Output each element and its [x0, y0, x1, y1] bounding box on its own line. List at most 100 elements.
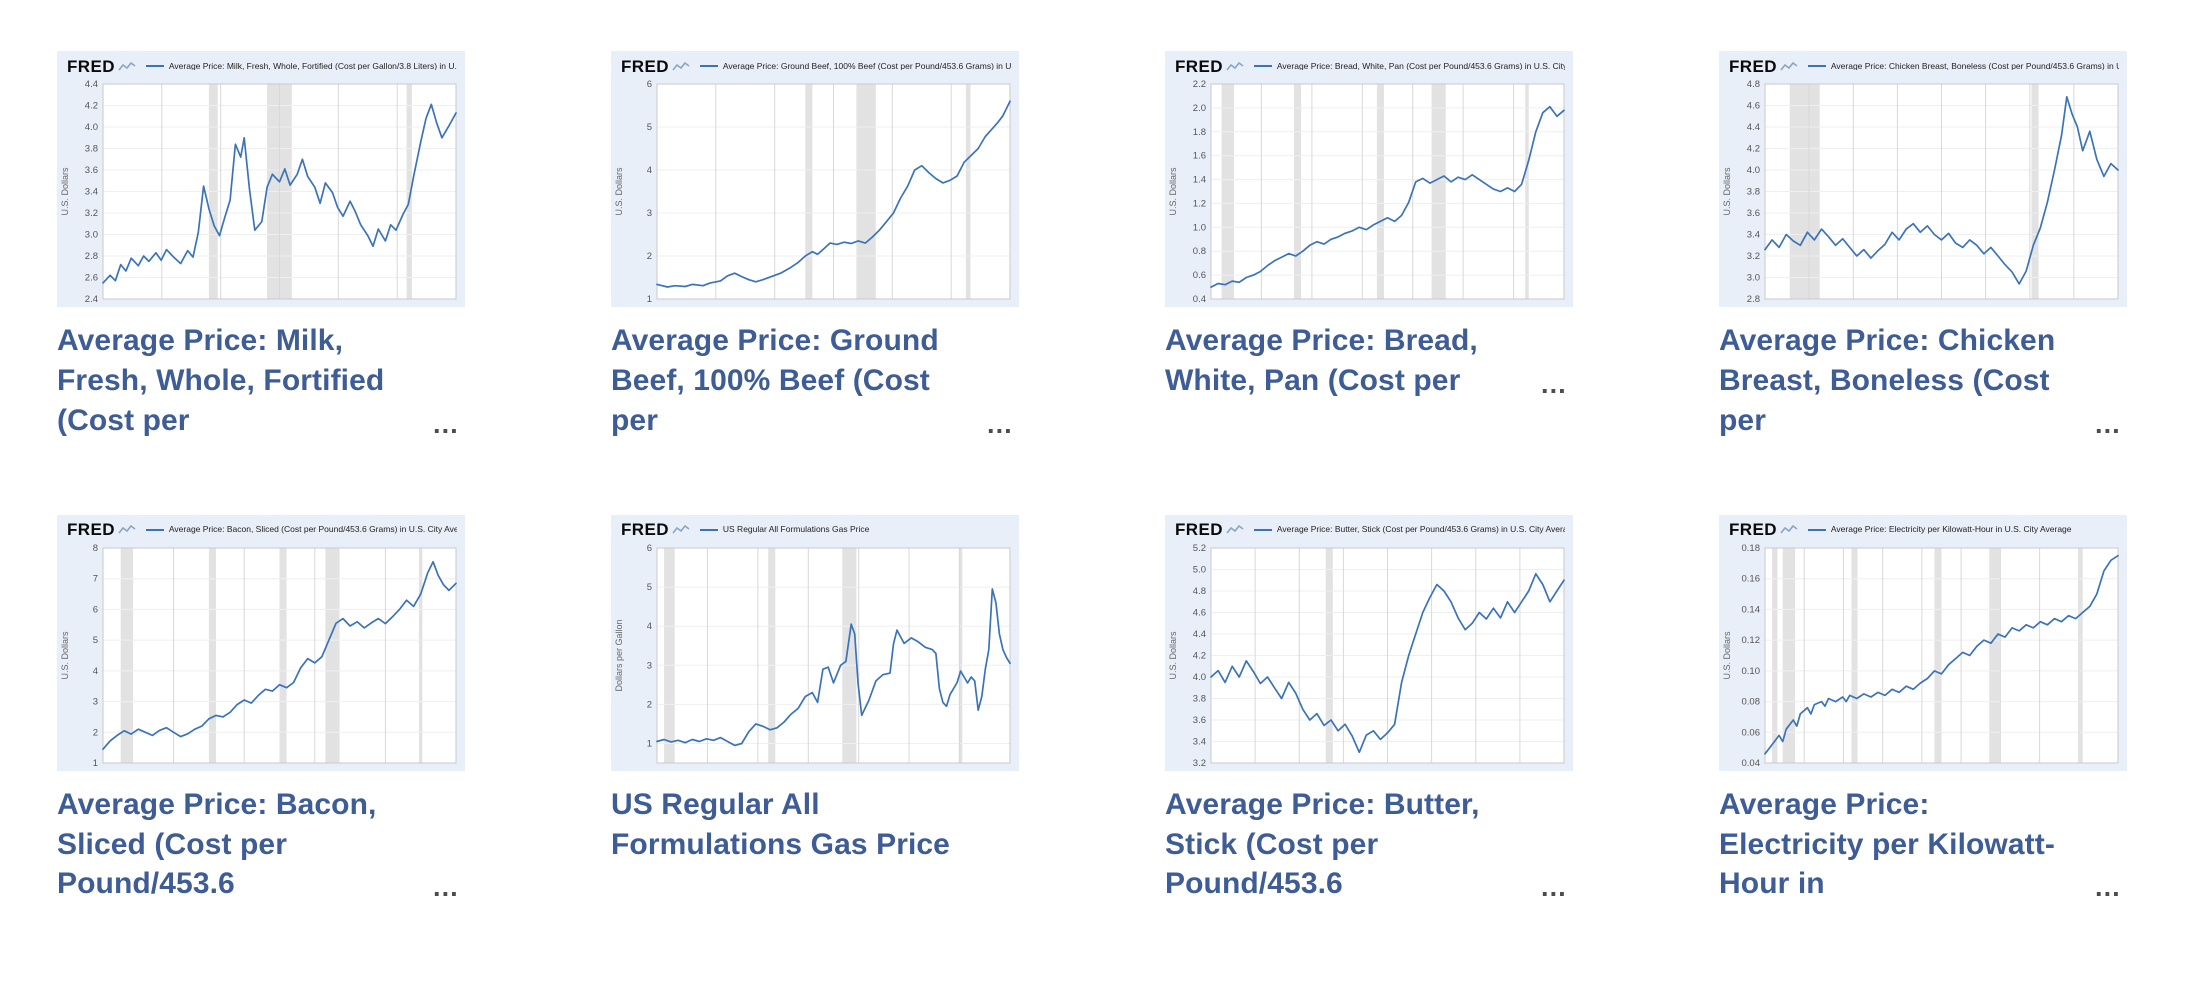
svg-text:0.4: 0.4 [1193, 294, 1206, 305]
legend-line-swatch [699, 65, 718, 67]
series-title-link[interactable]: Average Price: Milk, Fresh, Whole, Forti… [57, 321, 465, 441]
svg-text:3.2: 3.2 [1193, 758, 1206, 769]
fred-logo-text: FRED [1175, 56, 1223, 76]
series-title-text: US Regular All Formulations Gas Price [611, 787, 950, 861]
series-title-text: Average Price: Electricity per Kilowatt-… [1719, 787, 2055, 901]
svg-text:4.8: 4.8 [1747, 79, 1760, 90]
svg-text:3.4: 3.4 [85, 187, 98, 198]
chart-thumbnail[interactable]: FRED Average Price: Bread, White, Pan (C… [1165, 51, 1573, 307]
chart-card: FRED Average Price: Bacon, Sliced (Cost … [57, 514, 465, 905]
svg-text:4: 4 [647, 621, 652, 632]
svg-text:2.8: 2.8 [1747, 294, 1760, 305]
chart-thumbnail[interactable]: FRED US Regular All Formulations Gas Pri… [611, 514, 1019, 771]
legend-line-swatch [1253, 528, 1272, 531]
line-chart: 2.4 2.6 2.8 3.0 3.2 3.4 3.6 3.8 4.0 4.2 4.4 U.S. Do… [57, 77, 465, 307]
svg-text:0.12: 0.12 [1742, 635, 1761, 646]
chart-legend: US Regular All Formulations Gas Price [699, 525, 1011, 534]
svg-text:2.2: 2.2 [1193, 79, 1206, 90]
series-title-link[interactable]: US Regular All Formulations Gas Price [611, 785, 1019, 865]
line-chart: 0.4 0.6 0.8 1.0 1.2 1.4 1.6 1.8 2.0 2.2 U.S. Dolla… [1165, 77, 1573, 307]
results-grid: FRED Average Price: Milk, Fresh, Whole, … [57, 51, 2127, 905]
svg-text:4.6: 4.6 [1747, 101, 1760, 112]
chart-card: FRED Average Price: Chicken Breast, Bone… [1719, 51, 2127, 441]
svg-text:3: 3 [93, 696, 98, 707]
legend-line-swatch [145, 65, 164, 67]
line-chart: 1 2 3 4 5 6 U.S. Dollars [611, 77, 1019, 307]
svg-text:3: 3 [647, 208, 652, 219]
legend-label: Average Price: Chicken Breast, Boneless … [1830, 61, 2119, 71]
svg-text:U.S. Dollars: U.S. Dollars [1722, 167, 1732, 216]
svg-text:5.2: 5.2 [1193, 543, 1206, 554]
title-truncation-ellipsis: … [431, 872, 459, 903]
svg-text:1: 1 [647, 738, 652, 749]
svg-text:1.6: 1.6 [1193, 151, 1206, 162]
title-truncation-ellipsis: … [1539, 368, 1567, 399]
svg-text:3.2: 3.2 [85, 208, 98, 219]
svg-text:4: 4 [647, 165, 652, 176]
chart-thumbnail[interactable]: FRED Average Price: Electricity per Kilo… [1719, 514, 2127, 771]
series-title-text: Average Price: Ground Beef, 100% Beef (C… [611, 324, 939, 437]
svg-text:3.8: 3.8 [85, 144, 98, 155]
chart-legend: Average Price: Ground Beef, 100% Beef (C… [699, 62, 1011, 71]
svg-text:0.10: 0.10 [1742, 666, 1761, 677]
chart-thumbnail[interactable]: FRED Average Price: Ground Beef, 100% Be… [611, 51, 1019, 307]
series-title-link[interactable]: Average Price: Electricity per Kilowatt-… [1719, 785, 2127, 905]
chart-card: FRED Average Price: Butter, Stick (Cost … [1165, 514, 1573, 905]
chart-thumbnail[interactable]: FRED Average Price: Butter, Stick (Cost … [1165, 514, 1573, 771]
svg-text:2.4: 2.4 [85, 294, 98, 305]
chart-card: FRED Average Price: Milk, Fresh, Whole, … [57, 51, 465, 441]
svg-text:3.8: 3.8 [1747, 187, 1760, 198]
svg-text:U.S. Dollars: U.S. Dollars [1168, 631, 1178, 680]
svg-text:3.4: 3.4 [1747, 230, 1760, 241]
svg-text:4.8: 4.8 [1193, 586, 1206, 597]
svg-text:2: 2 [93, 727, 98, 738]
chart-thumbnail[interactable]: FRED Average Price: Chicken Breast, Bone… [1719, 51, 2127, 307]
svg-text:3.6: 3.6 [1747, 208, 1760, 219]
legend-line-swatch [145, 528, 164, 531]
series-title-link[interactable]: Average Price: Chicken Breast, Boneless … [1719, 321, 2127, 441]
svg-text:0.6: 0.6 [1193, 270, 1206, 281]
line-chart: 3.2 3.4 3.6 3.8 4.0 4.2 4.4 4.6 4.8 5.0 5.2 U.S. Do… [1165, 541, 1573, 771]
line-chart: 0.04 0.06 0.08 0.10 0.12 0.14 0.16 0.18 U.S. Dol… [1719, 541, 2127, 771]
thumbnail-header: FRED US Regular All Formulations Gas Pri… [611, 515, 1019, 541]
svg-text:0.18: 0.18 [1742, 543, 1761, 554]
chart-thumbnail[interactable]: FRED Average Price: Milk, Fresh, Whole, … [57, 51, 465, 307]
fred-squiggle-icon [1780, 525, 1798, 534]
svg-text:5: 5 [647, 582, 652, 593]
fred-logo-text: FRED [1729, 520, 1777, 540]
svg-text:U.S. Dollars: U.S. Dollars [60, 167, 70, 216]
chart-card: FRED Average Price: Electricity per Kilo… [1719, 514, 2127, 905]
series-title-link[interactable]: Average Price: Butter, Stick (Cost per P… [1165, 785, 1573, 905]
chart-legend: Average Price: Electricity per Kilowatt-… [1807, 525, 2119, 534]
svg-text:5: 5 [93, 635, 98, 646]
legend-label: Average Price: Milk, Fresh, Whole, Forti… [168, 61, 457, 71]
thumbnail-header: FRED Average Price: Bread, White, Pan (C… [1165, 51, 1573, 77]
svg-text:1: 1 [93, 758, 98, 769]
chart-thumbnail[interactable]: FRED Average Price: Bacon, Sliced (Cost … [57, 514, 465, 771]
series-title-link[interactable]: Average Price: Bacon, Sliced (Cost per P… [57, 785, 465, 905]
svg-text:4: 4 [93, 666, 98, 677]
fred-squiggle-icon [672, 61, 690, 70]
legend-label: Average Price: Butter, Stick (Cost per P… [1276, 525, 1565, 534]
svg-text:2.6: 2.6 [85, 273, 98, 284]
chart-legend: Average Price: Bread, White, Pan (Cost p… [1253, 62, 1565, 71]
series-title-link[interactable]: Average Price: Ground Beef, 100% Beef (C… [611, 321, 1019, 441]
chart-card: FRED Average Price: Bread, White, Pan (C… [1165, 51, 1573, 441]
svg-text:1.4: 1.4 [1193, 175, 1206, 186]
thumbnail-header: FRED Average Price: Chicken Breast, Bone… [1719, 51, 2127, 77]
svg-text:4.0: 4.0 [1193, 672, 1206, 683]
svg-text:2: 2 [647, 699, 652, 710]
fred-logo: FRED [67, 521, 136, 538]
svg-text:1: 1 [647, 294, 652, 305]
svg-text:U.S. Dollars: U.S. Dollars [60, 631, 70, 680]
series-title-link[interactable]: Average Price: Bread, White, Pan (Cost p… [1165, 321, 1573, 401]
svg-text:4.0: 4.0 [1747, 165, 1760, 176]
svg-text:U.S. Dollars: U.S. Dollars [1168, 167, 1178, 216]
title-truncation-ellipsis: … [1539, 872, 1567, 903]
svg-text:6: 6 [647, 79, 652, 90]
legend-line-swatch [1253, 65, 1272, 67]
svg-text:U.S. Dollars: U.S. Dollars [614, 167, 624, 216]
legend-line-swatch [699, 528, 718, 531]
title-truncation-ellipsis: … [985, 408, 1013, 439]
svg-text:7: 7 [93, 573, 98, 584]
